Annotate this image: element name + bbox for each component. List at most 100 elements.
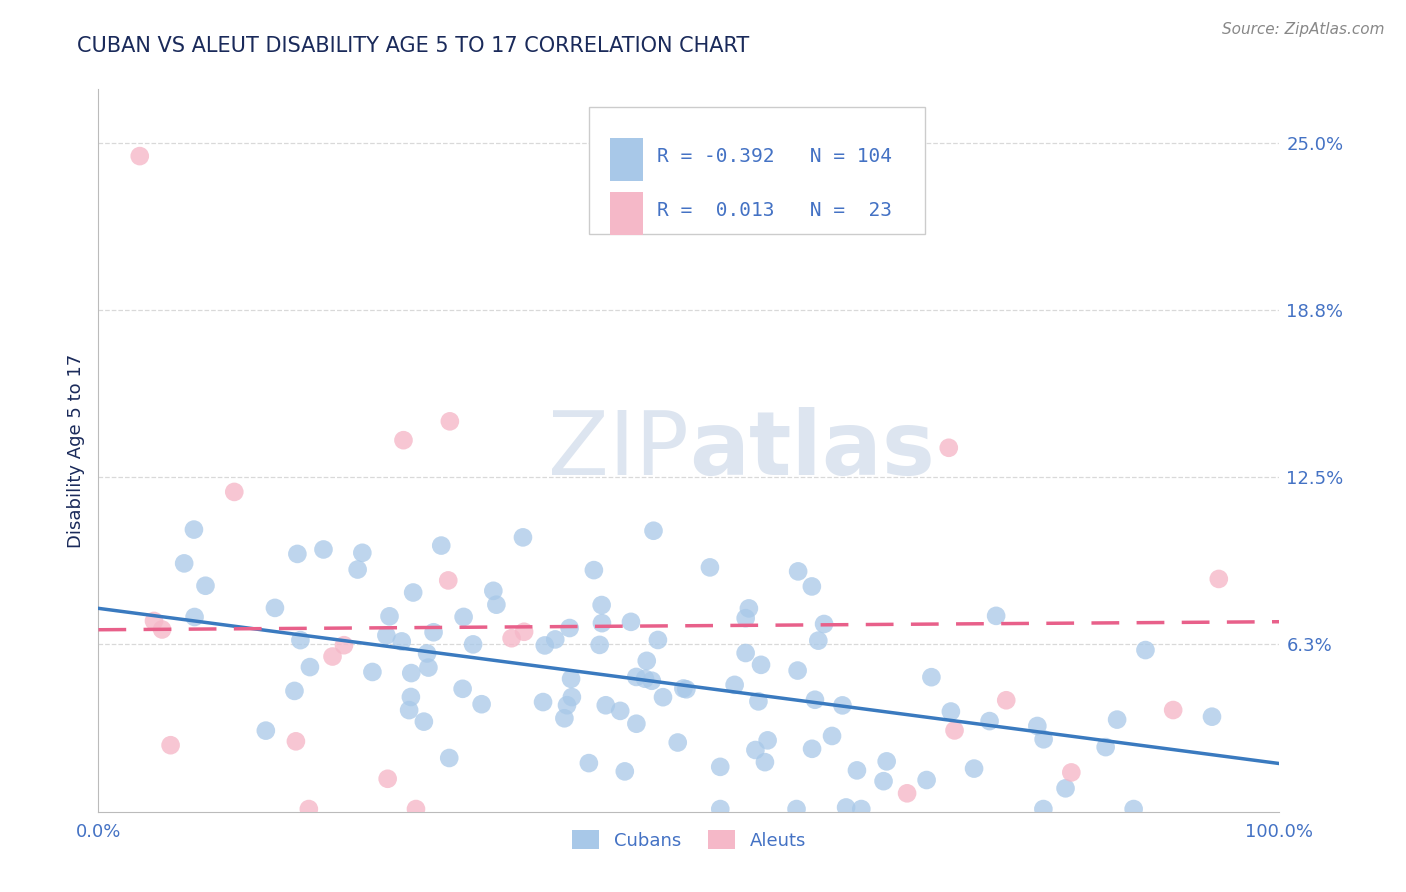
- Point: [401, 666, 423, 681]
- Point: [984, 608, 1007, 623]
- Point: [298, 660, 321, 674]
- Point: [634, 672, 657, 686]
- Point: [1161, 703, 1184, 717]
- Point: [398, 703, 420, 717]
- Point: [416, 647, 439, 661]
- Point: [437, 574, 460, 588]
- Point: [453, 610, 475, 624]
- Point: [724, 678, 747, 692]
- FancyBboxPatch shape: [610, 137, 643, 181]
- Point: [620, 615, 643, 629]
- Point: [430, 539, 453, 553]
- Point: [963, 762, 986, 776]
- Point: [744, 743, 766, 757]
- Point: [1026, 719, 1049, 733]
- Text: R =  0.013   N =  23: R = 0.013 N = 23: [657, 201, 891, 220]
- Point: [1135, 643, 1157, 657]
- Point: [183, 610, 205, 624]
- Text: R = -0.392   N = 104: R = -0.392 N = 104: [657, 147, 891, 166]
- Point: [939, 705, 962, 719]
- Point: [787, 565, 810, 579]
- Point: [613, 764, 636, 779]
- Point: [626, 716, 648, 731]
- Point: [786, 802, 808, 816]
- Point: [1201, 709, 1223, 723]
- Point: [391, 634, 413, 648]
- Point: [346, 562, 368, 576]
- FancyBboxPatch shape: [610, 192, 643, 235]
- Point: [1032, 732, 1054, 747]
- Point: [378, 609, 401, 624]
- Point: [588, 638, 610, 652]
- Point: [943, 723, 966, 738]
- Point: [439, 414, 461, 428]
- Point: [821, 729, 844, 743]
- Point: [591, 616, 613, 631]
- Point: [804, 692, 827, 706]
- Point: [652, 690, 675, 705]
- Point: [1094, 740, 1116, 755]
- Point: [672, 681, 695, 696]
- Point: [734, 646, 756, 660]
- Point: [845, 764, 868, 778]
- Point: [896, 786, 918, 800]
- Point: [143, 614, 166, 628]
- Point: [734, 611, 756, 625]
- Point: [555, 698, 578, 713]
- Point: [264, 600, 287, 615]
- Point: [1107, 713, 1129, 727]
- Point: [501, 632, 523, 646]
- Point: [800, 579, 823, 593]
- Point: [560, 672, 582, 686]
- Point: [995, 693, 1018, 707]
- Point: [835, 800, 858, 814]
- Point: [578, 756, 600, 771]
- Point: [150, 623, 173, 637]
- Point: [807, 633, 830, 648]
- Point: [591, 598, 613, 612]
- Text: CUBAN VS ALEUT DISABILITY AGE 5 TO 17 CORRELATION CHART: CUBAN VS ALEUT DISABILITY AGE 5 TO 17 CO…: [77, 36, 749, 55]
- Point: [558, 621, 581, 635]
- Point: [675, 682, 697, 697]
- Point: [375, 628, 398, 642]
- Point: [333, 638, 356, 652]
- Point: [582, 563, 605, 577]
- Point: [786, 664, 808, 678]
- Point: [533, 639, 555, 653]
- Point: [422, 625, 444, 640]
- Point: [183, 523, 205, 537]
- Point: [513, 624, 536, 639]
- Point: [361, 665, 384, 679]
- Text: atlas: atlas: [689, 407, 935, 494]
- Point: [709, 802, 731, 816]
- Point: [402, 585, 425, 599]
- Point: [224, 484, 246, 499]
- Point: [322, 649, 344, 664]
- Point: [738, 601, 761, 615]
- Point: [284, 734, 307, 748]
- Point: [405, 802, 427, 816]
- Point: [979, 714, 1001, 728]
- Point: [801, 741, 824, 756]
- Point: [418, 660, 440, 674]
- Point: [636, 654, 658, 668]
- Point: [747, 694, 769, 708]
- Point: [915, 772, 938, 787]
- Point: [1122, 802, 1144, 816]
- Point: [699, 560, 721, 574]
- Point: [377, 772, 399, 786]
- Point: [595, 698, 617, 713]
- Point: [626, 670, 648, 684]
- Point: [561, 690, 583, 704]
- Point: [471, 697, 494, 711]
- Point: [1208, 572, 1230, 586]
- Text: Source: ZipAtlas.com: Source: ZipAtlas.com: [1222, 22, 1385, 37]
- Point: [439, 751, 461, 765]
- Point: [412, 714, 434, 729]
- Point: [312, 542, 335, 557]
- Point: [756, 733, 779, 747]
- Y-axis label: Disability Age 5 to 17: Disability Age 5 to 17: [66, 353, 84, 548]
- Point: [851, 802, 873, 816]
- Legend: Cubans, Aleuts: Cubans, Aleuts: [565, 823, 813, 857]
- Point: [451, 681, 474, 696]
